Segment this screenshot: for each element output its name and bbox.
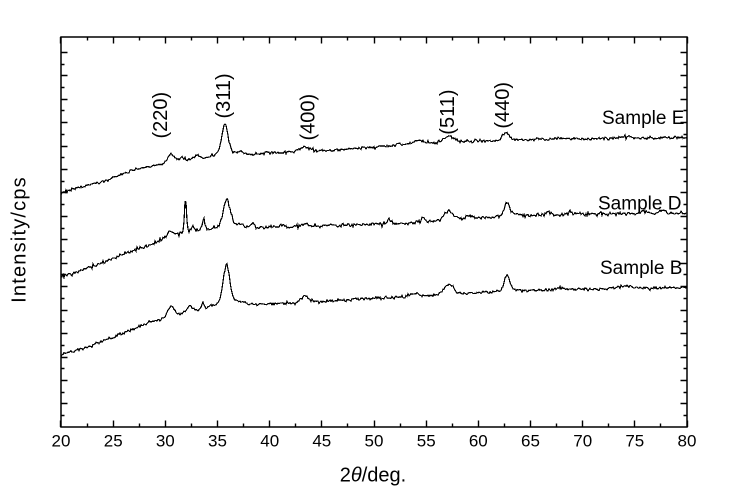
svg-text:(440): (440) <box>492 82 514 129</box>
svg-text:40: 40 <box>260 432 279 451</box>
svg-text:65: 65 <box>521 432 540 451</box>
svg-text:(511): (511) <box>437 89 459 134</box>
svg-text:50: 50 <box>365 432 384 451</box>
svg-text:30: 30 <box>156 432 175 451</box>
svg-text:Sample D: Sample D <box>598 193 681 214</box>
svg-text:55: 55 <box>417 432 436 451</box>
svg-text:80: 80 <box>678 432 697 451</box>
svg-text:75: 75 <box>625 432 644 451</box>
svg-text:(220): (220) <box>150 92 172 139</box>
svg-text:Sample E: Sample E <box>602 108 684 129</box>
svg-text:2θ/deg.: 2θ/deg. <box>340 464 406 486</box>
svg-text:Sample B: Sample B <box>600 258 682 279</box>
svg-text:60: 60 <box>469 432 488 451</box>
svg-text:45: 45 <box>312 432 331 451</box>
svg-text:70: 70 <box>573 432 592 451</box>
svg-text:(311): (311) <box>213 73 235 118</box>
svg-text:(400): (400) <box>297 94 319 141</box>
svg-text:35: 35 <box>208 432 227 451</box>
svg-text:25: 25 <box>104 432 123 451</box>
svg-text:Intensity/cps: Intensity/cps <box>8 176 30 303</box>
svg-text:20: 20 <box>52 432 71 451</box>
